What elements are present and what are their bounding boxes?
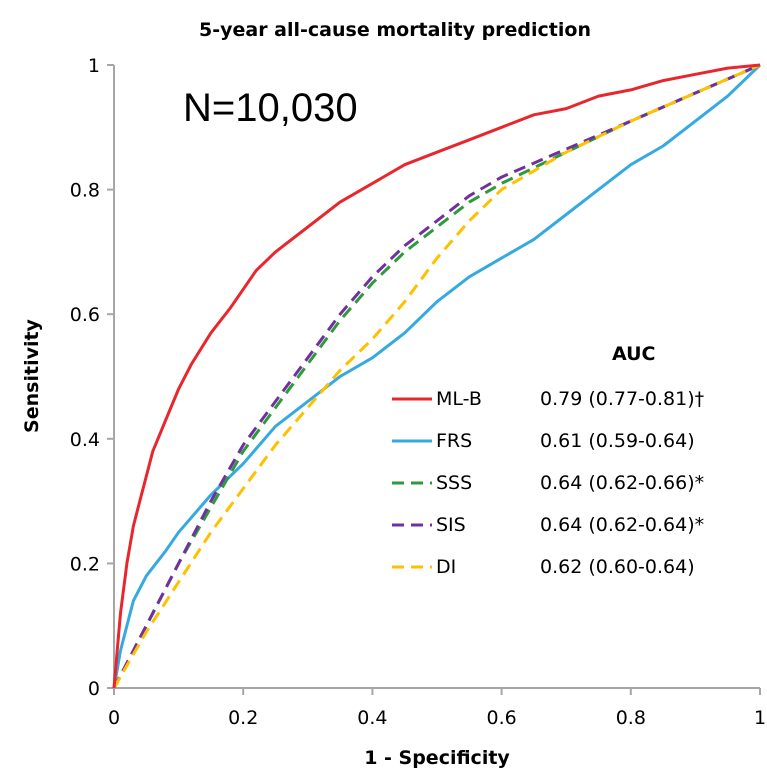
legend-auc-value: 0.64 (0.62-0.64)* [540,514,704,536]
legend-label: DI [436,556,456,578]
x-tick-label: 0.4 [357,707,387,729]
y-tick-label: 0.4 [70,429,100,451]
legend-label: ML-B [436,388,482,410]
x-tick-label: 0.6 [486,707,516,729]
series-line-di [112,63,761,689]
legend-label: SIS [436,514,466,536]
x-tick-label: 0 [108,707,120,729]
chart-title: 5-year all-cause mortality prediction [199,19,591,41]
y-tick-label: 1 [88,55,100,77]
y-tick-group: 0 0.2 0.4 0.6 0.8 1 [70,55,114,700]
legend-auc-value: 0.64 (0.62-0.66)* [540,472,704,494]
legend: AUC ML-B 0.79 (0.77-0.81)† FRS 0.61 (0.59-0… [392,343,704,578]
legend-auc-value: 0.61 (0.59-0.64) [540,430,695,452]
plot-area: 0 0.2 0.4 0.6 0.8 1 0 0.2 0.4 0.6 0.8 1 [70,55,766,729]
x-tick-label: 0.8 [616,707,646,729]
y-tick-label: 0.8 [70,180,100,202]
legend-header: AUC [612,343,656,365]
series-line-sis [112,63,761,689]
series-group [112,63,762,689]
y-axis-title: Sensitivity [21,318,43,432]
y-tick-label: 0 [88,678,100,700]
sample-size-annotation: N=10,030 [183,86,358,130]
y-tick-label: 0.6 [70,304,100,326]
legend-label: FRS [436,430,472,452]
legend-label: SSS [436,472,472,494]
series-line-sss [112,63,761,689]
y-tick-label: 0.2 [70,553,100,575]
x-axis-title: 1 - Specificity [364,747,510,769]
legend-auc-value: 0.79 (0.77-0.81)† [540,388,704,410]
x-tick-label: 0.2 [228,707,258,729]
series-line-ml-b [112,63,761,689]
x-tick-group: 0 0.2 0.4 0.6 0.8 1 [108,688,766,729]
x-tick-label: 1 [754,707,766,729]
legend-auc-value: 0.62 (0.60-0.64) [540,556,695,578]
series-line-frs [112,63,762,689]
